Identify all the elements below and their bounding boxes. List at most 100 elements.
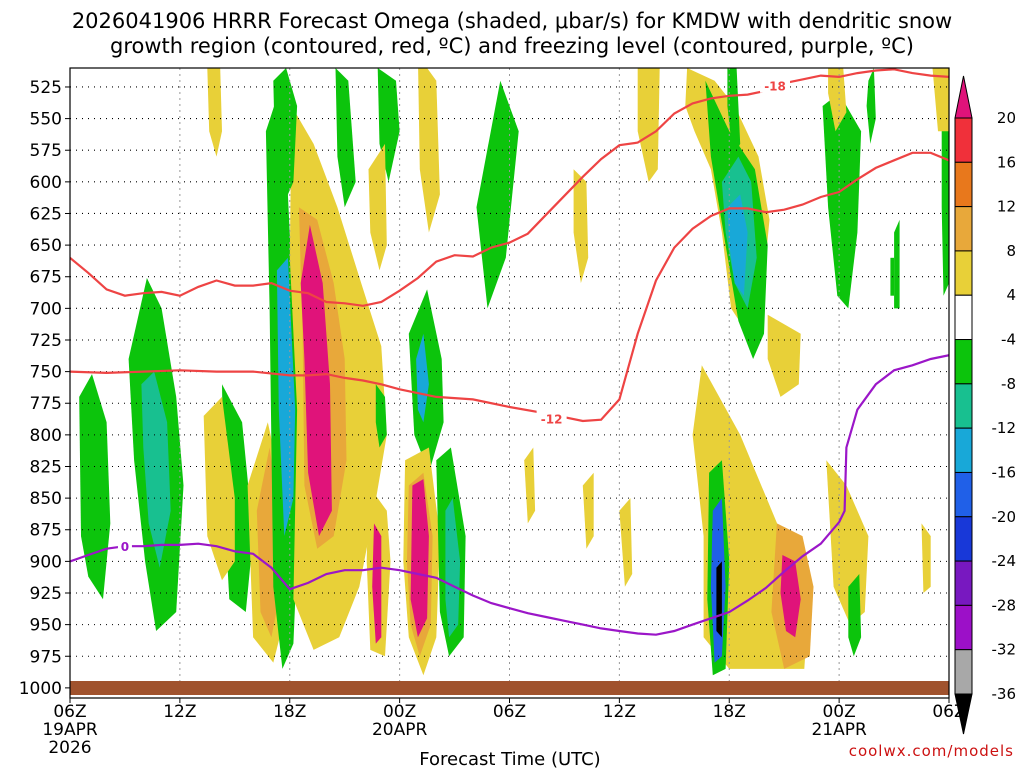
y-tick-label: 725 <box>30 331 62 351</box>
colorbar-label: 8 <box>1006 242 1016 260</box>
y-tick-label: 650 <box>30 236 62 256</box>
y-tick-label: 575 <box>30 141 62 161</box>
colorbar-cell <box>954 649 973 695</box>
colorbar-label: 16 <box>997 153 1016 171</box>
y-tick-label: 750 <box>30 363 62 383</box>
omega-region-23 <box>372 523 382 644</box>
omega-region-11 <box>300 224 332 537</box>
omega-region-44 <box>716 561 722 638</box>
omega-shading <box>79 68 949 676</box>
y-tick-label: 950 <box>30 616 62 636</box>
omega-region-21 <box>375 384 387 448</box>
colorbar-label: -32 <box>992 641 1017 659</box>
omega-region-26 <box>410 479 429 638</box>
colorbar-cell <box>954 206 973 252</box>
omega-region-33 <box>637 68 660 182</box>
contour-line-0 <box>70 68 949 307</box>
y-tick-label: 675 <box>30 268 62 288</box>
colorbar-cell <box>954 516 973 562</box>
omega-region-50 <box>828 68 847 132</box>
omega-region-17 <box>418 68 440 233</box>
y-tick-label: 825 <box>30 457 62 477</box>
x-tick-date: 21APR <box>811 720 867 740</box>
contour-label-bg <box>117 538 132 554</box>
chart-title-line2: growth region (contoured, red, ºC) and f… <box>110 34 914 58</box>
y-tick-label: 550 <box>30 110 62 130</box>
omega-region-12 <box>273 68 298 208</box>
omega-region-47 <box>822 93 862 309</box>
colorbar-label: -20 <box>992 508 1017 526</box>
colorbar-cell <box>954 427 973 473</box>
omega-region-20 <box>416 333 429 423</box>
colorbar-label: 12 <box>997 198 1016 216</box>
omega-region-8 <box>276 257 296 537</box>
colorbar-label: -16 <box>992 463 1017 481</box>
surface-ground <box>70 681 949 695</box>
x-tick-label: 12Z <box>163 702 196 722</box>
y-tick-label: 800 <box>30 426 62 446</box>
omega-region-55 <box>921 523 931 593</box>
x-tick-date: 19APR <box>42 720 98 740</box>
omega-region-4 <box>203 396 235 581</box>
colorbar-label: -4 <box>1001 331 1016 349</box>
temperature-contours: -18 -12 0 <box>70 68 949 636</box>
omega-region-51 <box>894 219 900 309</box>
omega-region-31 <box>582 472 594 549</box>
grid <box>70 68 949 698</box>
x-tick-date: 20APR <box>372 720 428 740</box>
y-tick-label: 625 <box>30 204 62 224</box>
y-tick-label: 975 <box>30 647 62 667</box>
colorbar-cell <box>954 383 973 429</box>
omega-region-41 <box>780 555 801 638</box>
colorbar-cell <box>954 604 973 651</box>
colorbar-cell-bottom <box>954 693 973 735</box>
y-tick-label: 1000 <box>19 679 62 699</box>
omega-region-16 <box>476 80 519 309</box>
omega-region-37 <box>727 194 748 296</box>
colorbar-label: -36 <box>992 685 1017 703</box>
colorbar-cell <box>954 117 973 163</box>
colorbar-label: -8 <box>1001 375 1016 393</box>
y-tick-label: 700 <box>30 299 62 319</box>
omega-region-48 <box>848 574 862 657</box>
x-tick-label: 06Z <box>53 702 86 722</box>
colorbar-label: -24 <box>992 552 1017 570</box>
credit-link[interactable]: coolwx.com/models <box>849 742 1014 760</box>
contour-line-2 <box>70 354 949 636</box>
omega-region-45 <box>767 314 801 397</box>
contour-label: 0 <box>121 540 129 554</box>
x-tick-label: 00Z <box>822 702 855 722</box>
colorbar-cell <box>954 294 973 341</box>
y-tick-label: 925 <box>30 584 62 604</box>
x-tick-label: 00Z <box>383 702 416 722</box>
colorbar-label: 20 <box>997 109 1016 127</box>
chart-title-line1: 2026041906 HRRR Forecast Omega (shaded, … <box>72 9 952 33</box>
y-tick-label: 875 <box>30 521 62 541</box>
contour-label-bg <box>760 77 791 93</box>
x-tick-label: 18Z <box>273 702 306 722</box>
colorbar-cell <box>954 560 973 606</box>
omega-region-38 <box>727 68 741 157</box>
y-tick-label: 850 <box>30 489 62 509</box>
x-tick-label: 18Z <box>713 702 746 722</box>
omega-region-54 <box>932 68 949 132</box>
omega-region-28 <box>445 498 461 638</box>
colorbar-cell <box>954 339 973 385</box>
x-tick-label: 06Z <box>493 702 526 722</box>
omega-region-30 <box>573 169 589 284</box>
x-tick-year: 2026 <box>48 738 91 758</box>
y-tick-label: 900 <box>30 552 62 572</box>
contour-label-bg <box>536 410 567 426</box>
colorbar-label: -28 <box>992 596 1017 614</box>
y-tick-label: 525 <box>30 78 62 98</box>
colorbar-label: -12 <box>992 419 1017 437</box>
contour-label: -12 <box>541 412 563 426</box>
colorbar-cell <box>954 161 973 208</box>
colorbar: 20 16 12 8 4 -4 -8 -12 -16 -20 -24 -28 -32 -36 <box>954 75 1017 735</box>
x-tick-label: 12Z <box>603 702 636 722</box>
y-tick-label: 600 <box>30 173 62 193</box>
y-axis-ticks: 525 550 575 600 625 650 675 700 725 750 775 800 825 8… <box>19 78 70 699</box>
colorbar-cell-top <box>954 75 973 119</box>
